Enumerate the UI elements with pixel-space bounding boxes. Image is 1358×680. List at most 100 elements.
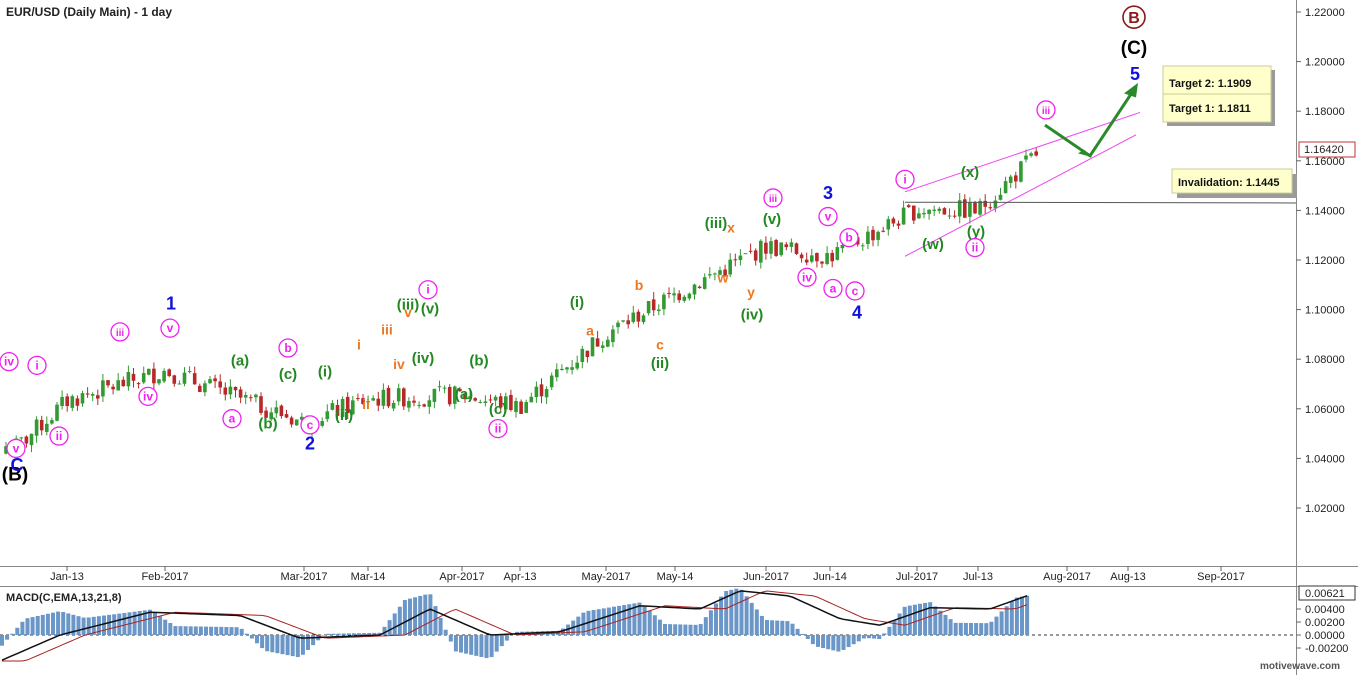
macd-histogram-bar [734,589,738,635]
macd-histogram-bar [821,635,825,648]
macd-histogram-bar [352,633,356,635]
candle [1019,161,1023,183]
wave-label: (b) [258,416,277,433]
svg-text:(ii): (ii) [651,355,669,372]
candle [591,337,595,356]
macd-histogram-bar [464,635,468,654]
macd-histogram-bar [964,623,968,635]
wave-label: 1 [166,294,176,314]
macd-histogram-bar [780,621,784,635]
date-tick-label: Jun-14 [813,571,847,583]
macd-histogram-bar [1000,611,1004,635]
macd-histogram-bar [235,627,239,635]
wave-label: (ii) [651,355,669,372]
macd-histogram-bar [974,623,978,635]
price-tick-label: 1.04000 [1305,453,1345,465]
svg-text:(i): (i) [318,364,332,381]
wave-label: 2 [305,434,315,454]
macd-histogram-bar [597,609,601,635]
wave-label: b [635,277,644,293]
macd-histogram-bar [500,635,504,646]
macd-histogram-bar [449,635,453,642]
svg-text:iii: iii [769,194,778,205]
svg-text:ii: ii [972,241,979,255]
macd-histogram-bar [281,635,285,654]
macd-histogram-bar [816,635,820,647]
macd-histogram-bar [760,616,764,635]
macd-histogram-bar [683,625,687,635]
macd-histogram-bar [836,635,840,652]
macd-histogram-bar [158,616,162,635]
wave-label: (c) [489,401,507,418]
macd-histogram-bar [933,606,937,635]
svg-text:a: a [586,323,594,339]
macd-histogram-bar [740,590,744,635]
price-tick-label: 1.12000 [1305,255,1345,267]
macd-histogram-bar [505,635,509,641]
wave-label: iv [798,268,816,286]
wave-label: v [161,319,179,337]
wave-label: 3 [823,183,833,203]
date-tick-label: Mar-14 [351,571,386,583]
candle [55,402,59,421]
macd-histogram-bar [1005,606,1009,635]
svg-text:v: v [167,321,174,335]
macd-histogram-bar [622,605,626,635]
macd-histogram-bar [265,635,269,651]
macd-histogram-bar [643,606,647,635]
macd-histogram-bar [663,624,667,635]
macd-histogram-bar [173,626,177,635]
main-panel [0,0,1296,566]
date-tick-label: Jan-13 [50,571,84,583]
macd-tick-label: 0.00400 [1305,604,1345,616]
macd-histogram-bar [199,627,203,635]
macd-histogram-bar [806,635,810,639]
macd-histogram-bar [673,624,677,635]
macd-histogram-bar [362,633,366,635]
svg-text:ii: ii [362,396,370,412]
macd-histogram-bar [765,620,769,635]
wave-label: (a) [455,386,473,403]
macd-histogram-bar [1020,597,1024,635]
wave-label: a [586,323,594,339]
macd-histogram-bar [1010,601,1014,635]
svg-text:(iii): (iii) [397,297,420,314]
date-tick-label: Mar-2017 [280,571,327,583]
date-tick-label: Feb-2017 [141,571,188,583]
svg-text:(x): (x) [961,164,979,181]
macd-histogram-bar [357,633,361,635]
svg-text:(ii): (ii) [335,407,353,424]
candle [744,253,748,254]
svg-text:(b): (b) [258,416,277,433]
macd-histogram-bar [332,634,336,635]
svg-text:iv: iv [143,389,153,403]
targets-box: Target 2: 1.1909 Target 1: 1.1811 [1163,66,1275,126]
macd-histogram-bar [270,635,274,652]
macd-histogram-bar [969,623,973,635]
macd-histogram-bar [490,635,494,657]
macd-histogram-bar [862,635,866,638]
svg-text:b: b [635,277,644,293]
wave-label: (iii) [397,297,420,314]
invalidation-label: Invalidation: 1.1445 [1178,177,1279,189]
macd-histogram-bar [82,618,86,635]
macd-histogram-bar [204,627,208,635]
price-tick-label: 1.18000 [1305,106,1345,118]
macd-histogram-bar [1025,596,1029,635]
candle [779,242,783,256]
current-price-tag: 1.16420 [1299,142,1355,157]
macd-histogram-bar [479,635,483,657]
svg-text:(i): (i) [570,294,584,311]
macd-histogram-bar [1015,598,1019,635]
macd-histogram-bar [908,606,912,635]
macd-histogram-bar [699,624,703,635]
wave-label: y [747,284,755,300]
current-price-label: 1.16420 [1304,144,1344,156]
macd-histogram-bar [240,629,244,635]
macd-histogram-bar [694,625,698,635]
svg-text:b: b [284,341,291,355]
macd-histogram-bar [15,628,19,635]
macd-histogram-bar [337,634,341,635]
